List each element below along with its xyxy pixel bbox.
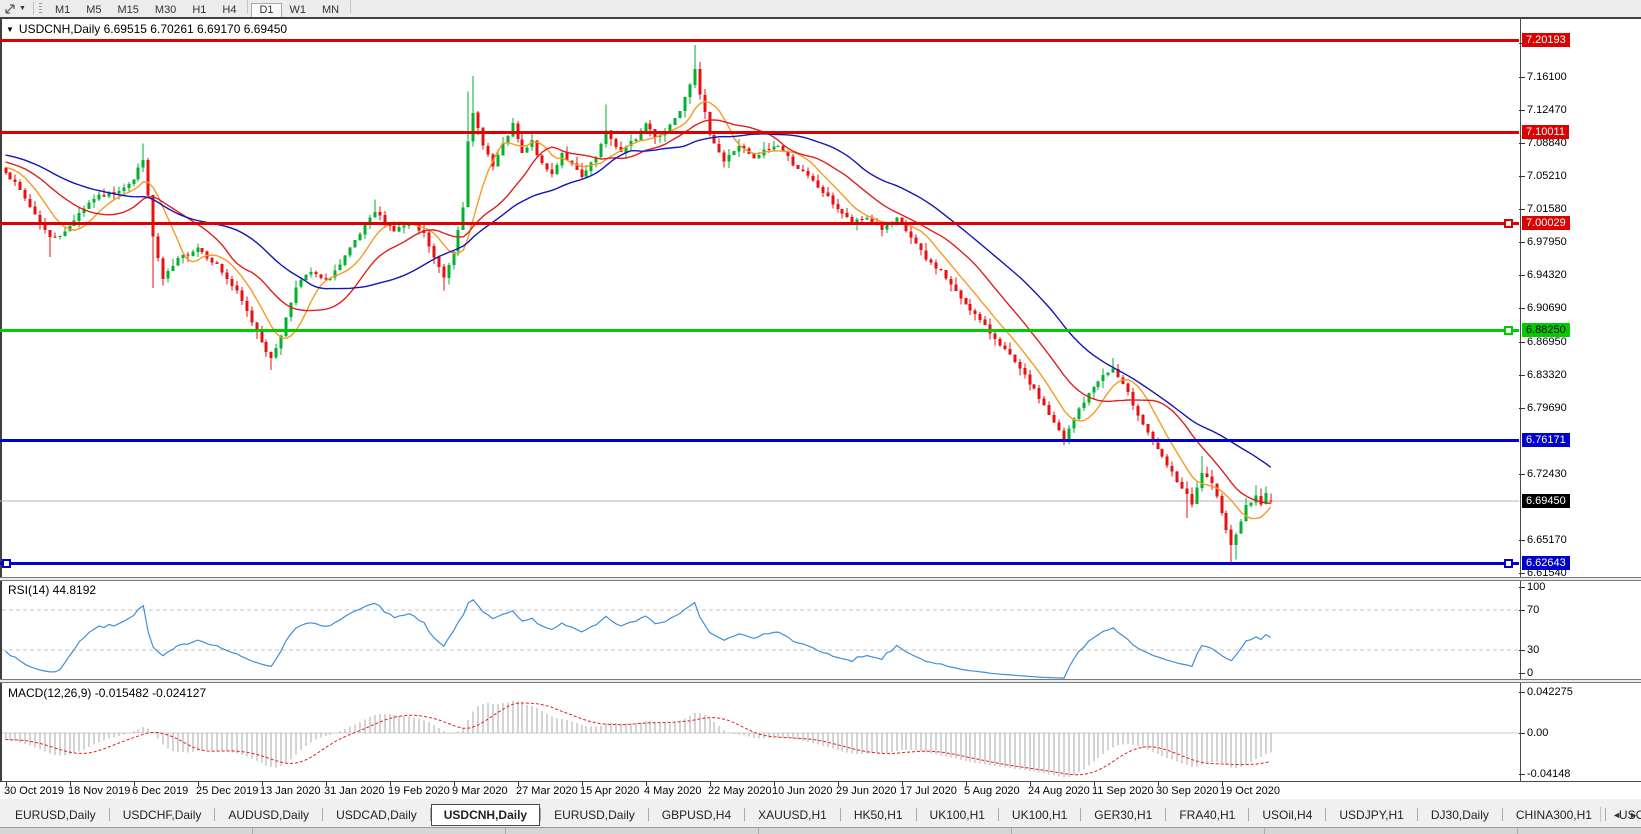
chart-ohlc-readout: USDCNH,Daily 6.69515 6.70261 6.69170 6.6… [18, 22, 288, 36]
timeframe-button-d1[interactable]: D1 [251, 2, 282, 18]
tab-separator [1501, 808, 1503, 821]
chart-window-top-border [0, 17, 1641, 19]
candles-layer [0, 44, 1519, 563]
moving-average-lines [5, 100, 1272, 520]
chart-tab-usdcnh-daily[interactable]: USDCNH,Daily [430, 803, 541, 826]
price-axis-separator [1520, 18, 1521, 782]
timeframe-button-w1[interactable]: W1 [289, 3, 307, 16]
crosshair-tool-icon[interactable] [4, 3, 17, 15]
tab-separator [997, 808, 999, 821]
chart-title: ▼ USDCNH,Daily 6.69515 6.70261 6.69170 6.… [6, 22, 287, 36]
toolbar-separator [32, 2, 34, 15]
hline-handle[interactable] [1504, 219, 1513, 228]
chart-tab-uk100-h1[interactable]: UK100,H1 [1011, 807, 1068, 822]
tab-bar-bottom-strip [0, 827, 1641, 834]
horizontal-level-lines[interactable] [0, 39, 1519, 568]
tab-separator [1604, 808, 1606, 821]
tab-scroll-right-icon[interactable]: ► [1629, 809, 1638, 820]
timeframe-button-m5[interactable]: M5 [86, 3, 102, 16]
timeframe-button-group: M1 M5 M15 M30 H1 H4 D1 W1 MN [47, 0, 354, 18]
top-toolbar: ▼ M1 M5 M15 M30 H1 H4 D1 W1 MN [0, 0, 1641, 18]
tab-separator [429, 808, 431, 821]
tab-separator [1080, 808, 1082, 821]
tool-dropdown-caret-icon[interactable]: ▼ [19, 5, 26, 12]
toolbar-separator [350, 0, 352, 13]
chart-window-left-border [0, 17, 2, 782]
toolbar-grip-handle[interactable] [38, 2, 42, 15]
tab-separator [1165, 808, 1167, 821]
chart-collapse-icon[interactable]: ▼ [6, 25, 14, 34]
hline-handle[interactable] [1504, 559, 1513, 568]
tab-separator [214, 808, 216, 821]
tab-separator [744, 808, 746, 821]
tab-arrows-separator [1600, 807, 1602, 822]
macd-plot [2, 700, 1519, 778]
chart-tab-eurusd-daily[interactable]: EURUSD,Daily [554, 807, 635, 822]
chart-tab-eurusd-daily[interactable]: EURUSD,Daily [15, 807, 96, 822]
chart-tab-dj30-daily[interactable]: DJ30,Daily [1430, 807, 1489, 822]
chart-tab-usdchf-daily[interactable]: USDCHF,Daily [122, 807, 202, 822]
chart-tab-usdjpy-h1[interactable]: USDJPY,H1 [1339, 807, 1404, 822]
time-axis-line [0, 781, 1641, 782]
chart-tab-gbpusd-h4[interactable]: GBPUSD,H4 [661, 807, 732, 822]
pane-splitter-rsi[interactable] [0, 577, 1641, 581]
timeframe-button-h1[interactable]: H1 [192, 3, 207, 16]
tab-separator [322, 808, 324, 821]
chart-tab-hk50-h1[interactable]: HK50,H1 [853, 807, 903, 822]
timeframe-button-h4[interactable]: H4 [222, 3, 237, 16]
tab-separator [108, 808, 110, 821]
timeframe-button-m1[interactable]: M1 [54, 3, 71, 16]
chart-tab-uk100-h1[interactable]: UK100,H1 [929, 807, 985, 822]
chart-tab-audusd-daily[interactable]: AUDUSD,Daily [228, 807, 310, 822]
hline-handle[interactable] [2, 559, 11, 568]
macd-indicator-label: MACD(12,26,9) -0.015482 -0.024127 [8, 686, 207, 700]
rsi-plot [2, 599, 1519, 679]
chart-tab-usoil-h1[interactable]: USOil,H1 [1618, 807, 1641, 822]
chart-tab-usoil-h4[interactable]: USOil,H4 [1262, 807, 1313, 822]
tab-separator [1325, 808, 1327, 821]
timeframe-button-m15[interactable]: M15 [117, 3, 139, 16]
tab-separator [839, 808, 841, 821]
pane-splitter-macd[interactable] [0, 679, 1641, 683]
tab-scroll-left-icon[interactable]: ◄ [1612, 809, 1622, 820]
tab-separator [647, 808, 649, 821]
chart-tab-strip: EURUSD,Daily USDCHF,Daily AUDUSD,Daily USDC… [2, 802, 1641, 827]
chart-tab-fra40-h1[interactable]: FRA40,H1 [1179, 807, 1236, 822]
timeframe-button-m30[interactable]: M30 [154, 3, 177, 16]
hline-handle[interactable] [1504, 326, 1513, 335]
tab-scroll-arrows: ◄ ► [1597, 807, 1638, 822]
chart-tab-xauusd-h1[interactable]: XAUUSD,H1 [758, 807, 827, 822]
timeframe-button-mn[interactable]: MN [322, 3, 340, 16]
chart-tab-bar: EURUSD,Daily USDCHF,Daily AUDUSD,Daily USDC… [0, 799, 1641, 834]
tab-separator [1416, 808, 1418, 821]
tab-separator [1248, 808, 1250, 821]
chart-tab-ger30-h1[interactable]: GER30,H1 [1094, 807, 1153, 822]
rsi-indicator-label: RSI(14) 44.8192 [8, 583, 97, 597]
toolbar-separator [247, 0, 249, 13]
tab-separator [915, 808, 917, 821]
chart-tab-usdcad-daily[interactable]: USDCAD,Daily [336, 807, 417, 822]
tab-separator [540, 808, 542, 821]
chart-tab-china300-h1[interactable]: CHINA300,H1 [1515, 807, 1592, 822]
